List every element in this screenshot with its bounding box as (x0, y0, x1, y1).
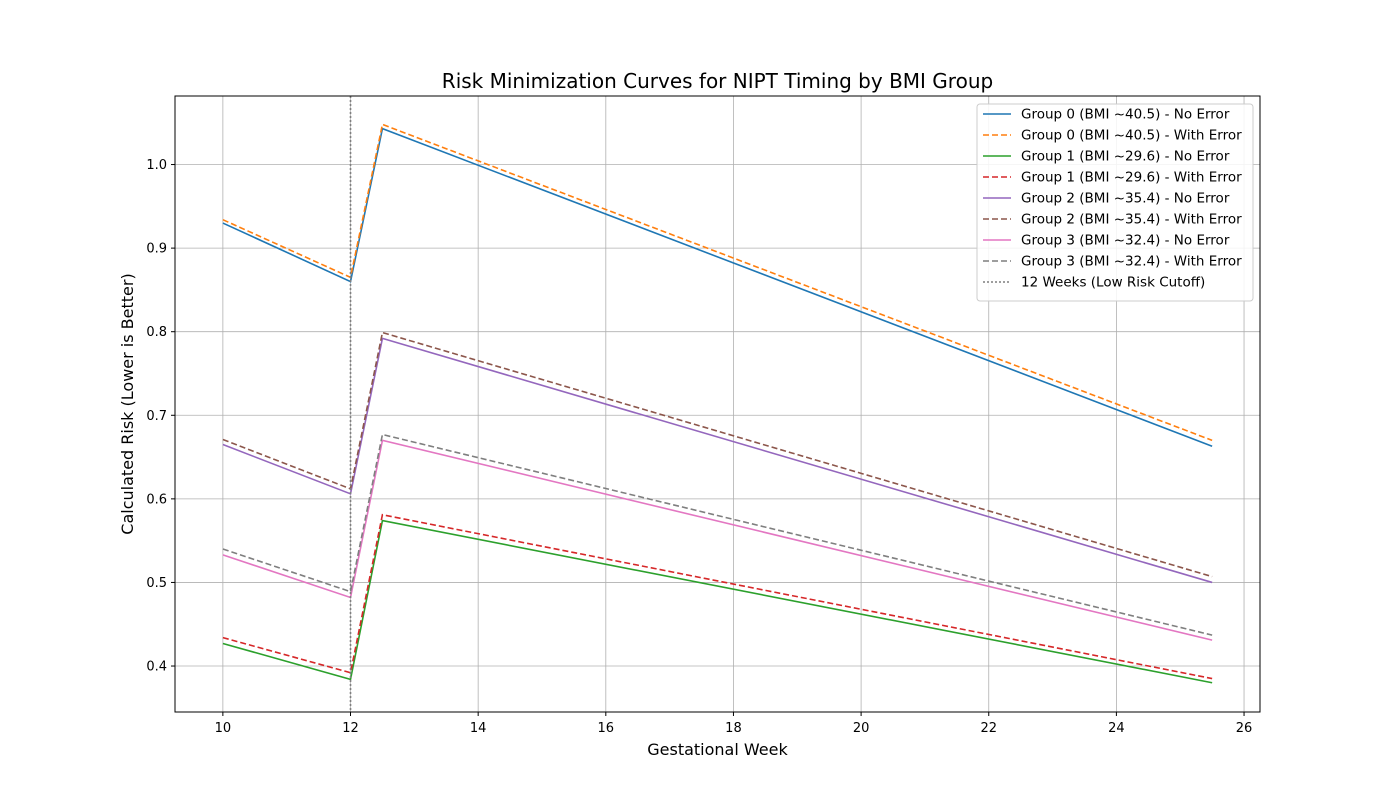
x-tick-label: 14 (470, 721, 487, 736)
legend-label: Group 0 (BMI ~40.5) - No Error (1021, 107, 1230, 123)
series-line-0 (222, 127, 1213, 447)
legend-label: Group 0 (BMI ~40.5) - With Error (1021, 128, 1242, 144)
x-tick-label: 26 (1236, 721, 1253, 736)
legend-label: Group 1 (BMI ~29.6) - No Error (1021, 149, 1230, 165)
legend-label: Group 2 (BMI ~35.4) - No Error (1021, 191, 1230, 207)
legend-label: Group 2 (BMI ~35.4) - With Error (1021, 212, 1242, 228)
y-tick-label: 0.9 (146, 242, 167, 257)
x-tick-label: 12 (342, 721, 359, 736)
x-tick-label: 16 (598, 721, 615, 736)
plot-frame (174, 95, 1261, 713)
x-axis-label: Gestational Week (647, 740, 788, 759)
legend-label: Group 1 (BMI ~29.6) - With Error (1021, 170, 1242, 186)
x-tick-label: 18 (725, 721, 742, 736)
series-line-4 (222, 337, 1213, 584)
x-tick-label: 20 (853, 721, 870, 736)
grid (175, 96, 1260, 712)
y-tick-label: 0.8 (146, 325, 167, 340)
y-axis-label: Calculated Risk (Lower is Better) (118, 273, 137, 534)
y-tick-label: 0.6 (146, 492, 167, 507)
x-axis: 10 12 14 16 18 20 22 24 26 (215, 712, 1253, 736)
series-line-3 (222, 513, 1213, 680)
series-line-2 (222, 519, 1213, 684)
legend-label: Group 3 (BMI ~32.4) - No Error (1021, 233, 1230, 249)
chart-title: Risk Minimization Curves for NIPT Timing… (442, 69, 993, 93)
legend-label: Group 3 (BMI ~32.4) - With Error (1021, 254, 1242, 270)
legend: Group 0 (BMI ~40.5) - No Error Group 0 (B… (976, 103, 1254, 302)
legend-box (976, 103, 1254, 302)
x-tick-label: 24 (1108, 721, 1125, 736)
y-axis: 0.4 0.5 0.6 0.7 0.8 0.9 1.0 (146, 158, 175, 675)
legend-label: 12 Weeks (Low Risk Cutoff) (1021, 275, 1205, 291)
x-tick-label: 10 (215, 721, 232, 736)
series-line-6 (222, 439, 1213, 641)
y-tick-label: 0.7 (146, 409, 167, 424)
y-tick-label: 0.5 (146, 576, 167, 591)
y-tick-label: 1.0 (146, 158, 167, 173)
x-tick-label: 22 (980, 721, 997, 736)
plot-area (222, 96, 1213, 712)
series-line-1 (222, 123, 1213, 442)
series-line-5 (222, 331, 1213, 578)
y-tick-label: 0.4 (146, 660, 167, 675)
series-line-7 (222, 433, 1213, 636)
